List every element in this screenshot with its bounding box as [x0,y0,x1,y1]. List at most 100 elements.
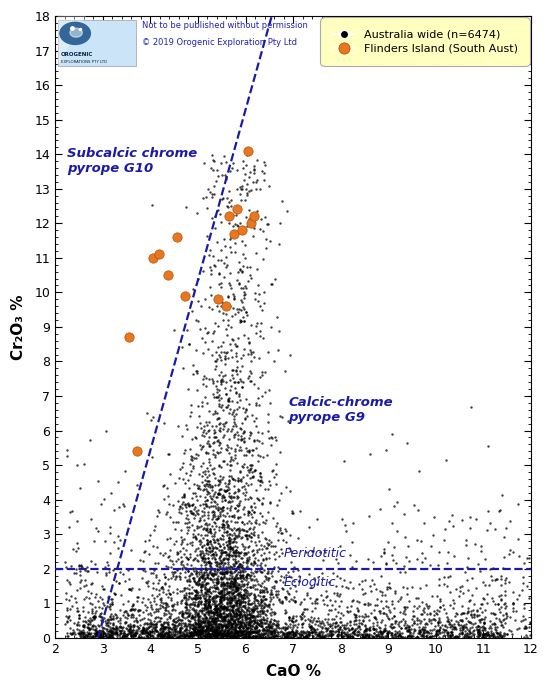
Point [392,627,401,638]
Point [249,611,257,622]
Point [197,616,206,627]
Point [370,632,379,643]
Point [148,627,157,638]
Point [480,553,489,564]
Point [197,564,206,575]
Point [351,629,360,640]
Point [244,627,252,638]
Point [207,616,216,627]
Point [105,632,114,643]
Point [208,613,217,624]
Point [191,596,200,607]
Point [249,529,258,540]
Point [164,562,173,573]
Point [217,564,226,575]
Point [67,590,75,601]
Point [263,219,272,230]
Point [509,597,518,608]
Point [302,632,311,643]
Point [157,627,166,638]
Point [257,594,266,605]
Point [192,433,201,444]
Point [260,614,268,625]
Point [220,566,229,578]
Point [249,631,258,642]
Point [261,533,270,544]
Point [204,466,212,477]
Point [309,631,318,642]
Point [193,592,202,603]
Point [65,610,74,621]
Point [160,621,169,632]
Point [204,600,212,611]
Point [260,157,268,168]
Point [198,625,207,636]
Point [258,543,267,554]
Point [213,489,222,500]
Point [224,587,233,598]
Point [490,630,498,641]
Point [266,616,274,627]
Point [227,231,235,242]
Point [236,628,245,639]
Point [270,615,279,626]
Point [501,628,510,639]
Point [201,579,210,590]
Point [292,585,300,596]
Point [434,625,443,636]
Point [191,617,200,628]
Point [325,629,334,640]
Point [387,429,396,440]
Point [215,587,224,598]
Point [208,250,217,261]
Point [289,626,298,637]
Point [230,419,239,430]
Point [174,516,183,527]
Point [228,209,237,220]
Point [151,558,160,569]
Point [243,479,252,490]
Point [73,620,81,631]
Point [170,629,179,640]
Point [240,413,249,424]
Point [238,381,246,392]
Point [150,625,158,636]
Point [377,627,386,638]
Point [248,627,257,638]
Point [77,626,86,637]
Point [323,599,332,610]
Point [180,601,189,612]
Point [284,587,293,598]
Point [224,578,233,589]
Point [174,618,183,629]
Point [283,622,292,633]
Point [422,580,431,591]
Point [243,462,251,473]
Point [296,629,305,640]
Point [201,563,210,574]
Point [337,628,346,639]
Point [117,627,126,638]
Point [406,629,415,640]
Point [212,413,221,424]
Point [259,254,268,265]
Point [363,631,372,642]
Point [250,612,259,623]
Point [307,627,316,638]
Point [282,628,290,639]
Point [323,617,332,628]
Point [283,626,292,637]
Point [222,388,230,399]
Point [211,631,219,642]
Point [62,593,70,604]
Point [246,625,255,636]
Point [120,616,129,627]
Point [200,502,208,513]
Point [230,533,239,544]
Point [377,617,386,628]
Point [347,561,356,572]
Point [169,567,178,578]
Point [385,483,394,494]
Point [213,628,222,639]
Point [350,618,359,629]
